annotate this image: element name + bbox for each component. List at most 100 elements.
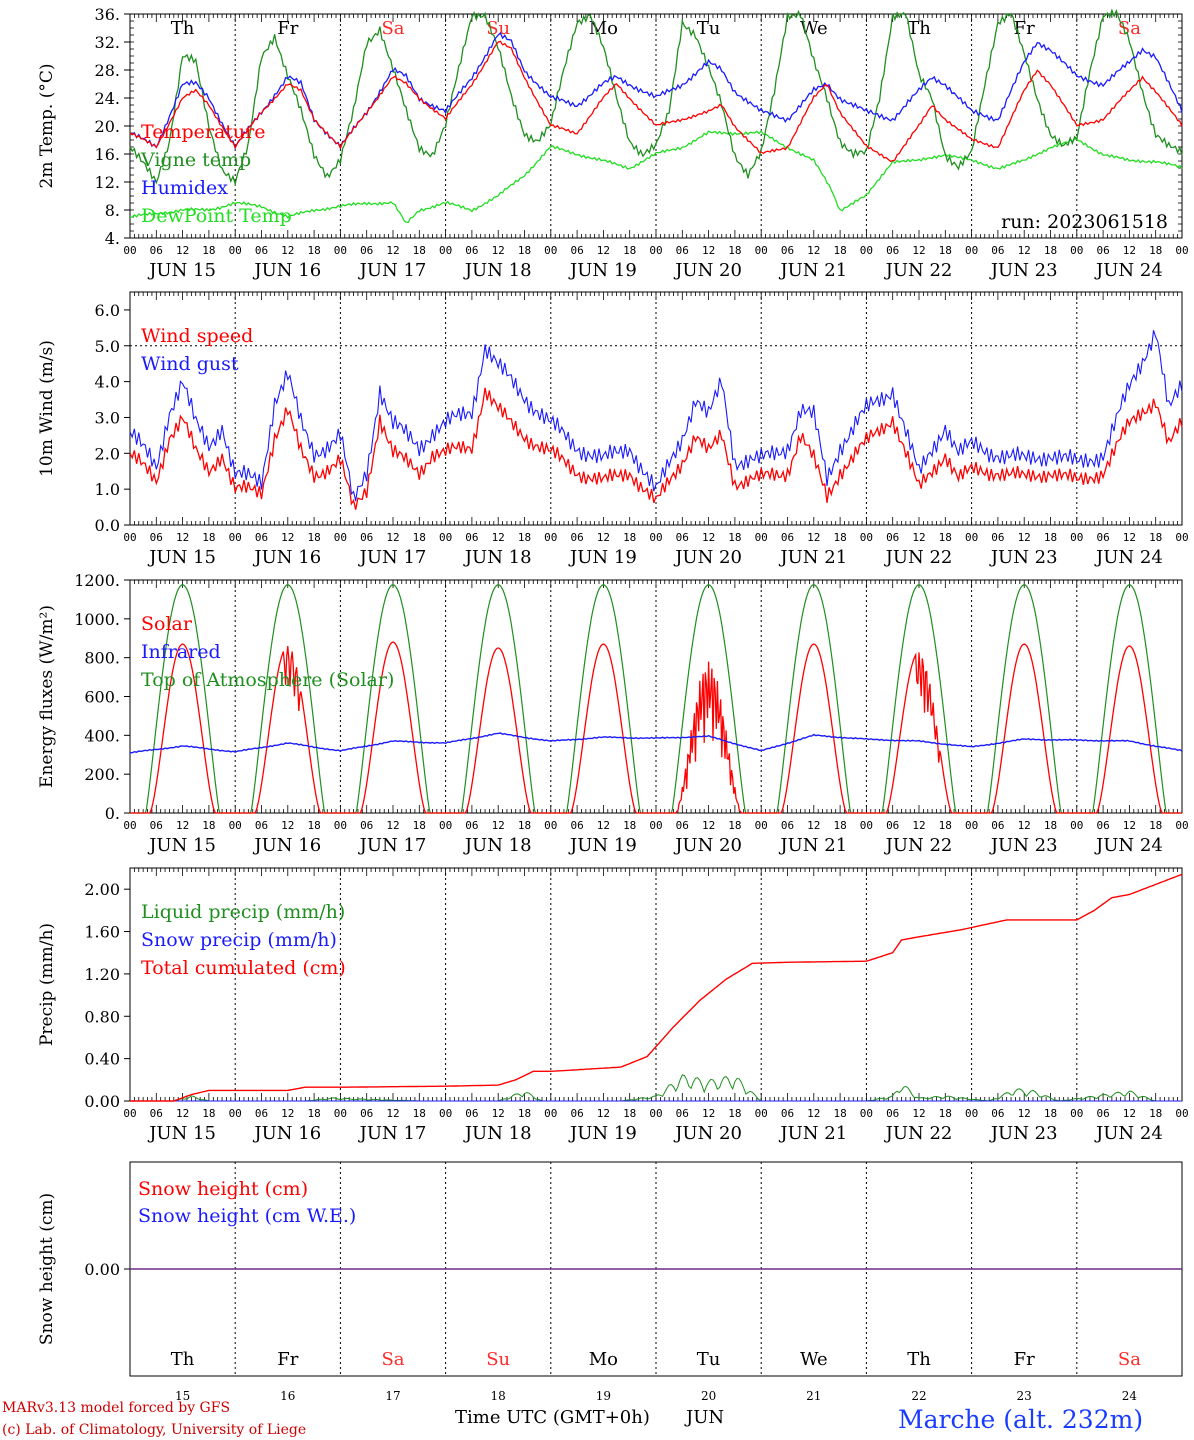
hour-tick-label: 00 bbox=[334, 819, 347, 832]
hour-tick-label: 18 bbox=[728, 531, 741, 544]
hour-tick-label: 06 bbox=[676, 531, 689, 544]
y-tick-label: 5.0 bbox=[95, 337, 120, 356]
y-tick-label: 28. bbox=[95, 61, 120, 80]
hour-tick-label: 18 bbox=[1149, 531, 1162, 544]
day-number-label: 20 bbox=[701, 1389, 716, 1403]
hour-tick-label: 18 bbox=[518, 244, 531, 257]
hour-tick-label: 06 bbox=[570, 1107, 583, 1120]
hour-tick-label: 00 bbox=[123, 531, 136, 544]
day-name-label: Th bbox=[171, 18, 195, 39]
hour-tick-label: 12 bbox=[807, 819, 820, 832]
day-number-label: 21 bbox=[806, 1389, 821, 1403]
day-number-label: 18 bbox=[491, 1389, 506, 1403]
hour-tick-label: 06 bbox=[991, 819, 1004, 832]
hour-tick-label: 12 bbox=[1018, 244, 1031, 257]
y-tick-label: 0.40 bbox=[84, 1050, 120, 1069]
date-label: JUN 23 bbox=[989, 260, 1058, 281]
hour-tick-label: 18 bbox=[939, 1107, 952, 1120]
hour-tick-label: 18 bbox=[202, 244, 215, 257]
date-label: JUN 18 bbox=[463, 547, 532, 568]
day-number-label: 22 bbox=[911, 1389, 926, 1403]
hour-tick-label: 00 bbox=[229, 819, 242, 832]
date-label: JUN 20 bbox=[673, 260, 742, 281]
hour-tick-label: 12 bbox=[702, 531, 715, 544]
y-tick-label: 0.00 bbox=[84, 1260, 120, 1279]
date-label: JUN 16 bbox=[252, 260, 321, 281]
hour-tick-label: 18 bbox=[413, 531, 426, 544]
hour-tick-label: 12 bbox=[1123, 531, 1136, 544]
day-name-label: We bbox=[800, 18, 828, 39]
date-label: JUN 21 bbox=[778, 1123, 847, 1144]
hour-tick-label: 06 bbox=[360, 531, 373, 544]
hour-tick-label: 18 bbox=[413, 1107, 426, 1120]
time-axis-title: Time UTC (GMT+0h) bbox=[455, 1407, 650, 1428]
hour-tick-label: 12 bbox=[281, 819, 294, 832]
hour-tick-label: 18 bbox=[307, 244, 320, 257]
y-tick-label: 8. bbox=[105, 201, 120, 220]
day-name-label: Sa bbox=[1118, 1349, 1141, 1370]
legend-entry: Wind speed bbox=[141, 325, 253, 347]
hour-tick-label: 12 bbox=[807, 244, 820, 257]
hour-tick-label: 06 bbox=[676, 244, 689, 257]
hour-tick-label: 00 bbox=[755, 244, 768, 257]
hour-tick-label: 06 bbox=[886, 819, 899, 832]
hour-tick-label: 06 bbox=[781, 531, 794, 544]
hour-tick-label: 06 bbox=[886, 244, 899, 257]
hour-tick-label: 12 bbox=[281, 531, 294, 544]
hour-tick-label: 12 bbox=[807, 1107, 820, 1120]
legend-entry: Vigne temp bbox=[140, 149, 251, 171]
hour-tick-label: 18 bbox=[833, 531, 846, 544]
day-number-label: 16 bbox=[280, 1389, 295, 1403]
y-tick-label: 1200. bbox=[74, 571, 120, 590]
y-tick-label: 0.0 bbox=[95, 516, 120, 535]
day-name-label: Fr bbox=[277, 18, 298, 39]
date-label: JUN 17 bbox=[358, 260, 427, 281]
date-label: JUN 16 bbox=[252, 835, 321, 856]
hour-tick-label: 18 bbox=[307, 1107, 320, 1120]
series-line-wind-gust bbox=[129, 330, 1183, 502]
hour-tick-label: 00 bbox=[334, 531, 347, 544]
hour-tick-label: 12 bbox=[702, 819, 715, 832]
hour-tick-label: 06 bbox=[781, 819, 794, 832]
legend-entry: Snow height (cm) bbox=[138, 1178, 308, 1200]
hour-tick-label: 12 bbox=[176, 244, 189, 257]
hour-tick-label: 06 bbox=[1096, 1107, 1109, 1120]
date-label: JUN 18 bbox=[463, 835, 532, 856]
legend-entry: Total cumulated (cm) bbox=[141, 957, 346, 979]
hour-tick-label: 06 bbox=[150, 1107, 163, 1120]
y-tick-label: 600. bbox=[84, 688, 120, 707]
hour-tick-label: 18 bbox=[518, 1107, 531, 1120]
day-name-label: Sa bbox=[381, 18, 404, 39]
date-label: JUN 18 bbox=[463, 260, 532, 281]
day-name-label: Fr bbox=[277, 1349, 298, 1370]
hour-tick-label: 06 bbox=[465, 244, 478, 257]
y-tick-label: 800. bbox=[84, 649, 120, 668]
day-name-label: Th bbox=[907, 1349, 931, 1370]
hour-tick-label: 06 bbox=[255, 1107, 268, 1120]
energy-panel: 0. 200. 400. 600. 800. 1000. 1200. Energy fluxe… bbox=[37, 571, 1189, 856]
day-name-label: Sa bbox=[381, 1349, 404, 1370]
date-label: JUN 22 bbox=[884, 547, 953, 568]
hour-tick-label: 06 bbox=[150, 244, 163, 257]
hour-tick-label: 18 bbox=[202, 819, 215, 832]
date-label: JUN 15 bbox=[147, 1123, 216, 1144]
hour-tick-label: 12 bbox=[702, 1107, 715, 1120]
day-number-label: 15 bbox=[175, 1389, 190, 1403]
hour-tick-label: 12 bbox=[176, 819, 189, 832]
hour-tick-label: 12 bbox=[1123, 1107, 1136, 1120]
energy-y-axis-label: Energy fluxes (W/m²) bbox=[37, 605, 57, 788]
hour-tick-label: 18 bbox=[1044, 244, 1057, 257]
hour-tick-label: 06 bbox=[150, 531, 163, 544]
hour-tick-label: 12 bbox=[912, 1107, 925, 1120]
y-tick-label: 24. bbox=[95, 89, 120, 108]
date-label: JUN 17 bbox=[358, 835, 427, 856]
legend-entry: Top of Atmosphere (Solar) bbox=[141, 669, 394, 691]
day-number-label: 23 bbox=[1017, 1389, 1032, 1403]
hour-tick-label: 18 bbox=[833, 244, 846, 257]
date-label: JUN 16 bbox=[252, 547, 321, 568]
date-label: JUN 24 bbox=[1094, 1123, 1163, 1144]
date-label: JUN 23 bbox=[989, 835, 1058, 856]
legend-entry: DewPoint Temp bbox=[141, 205, 292, 227]
y-tick-label: 20. bbox=[95, 117, 120, 136]
